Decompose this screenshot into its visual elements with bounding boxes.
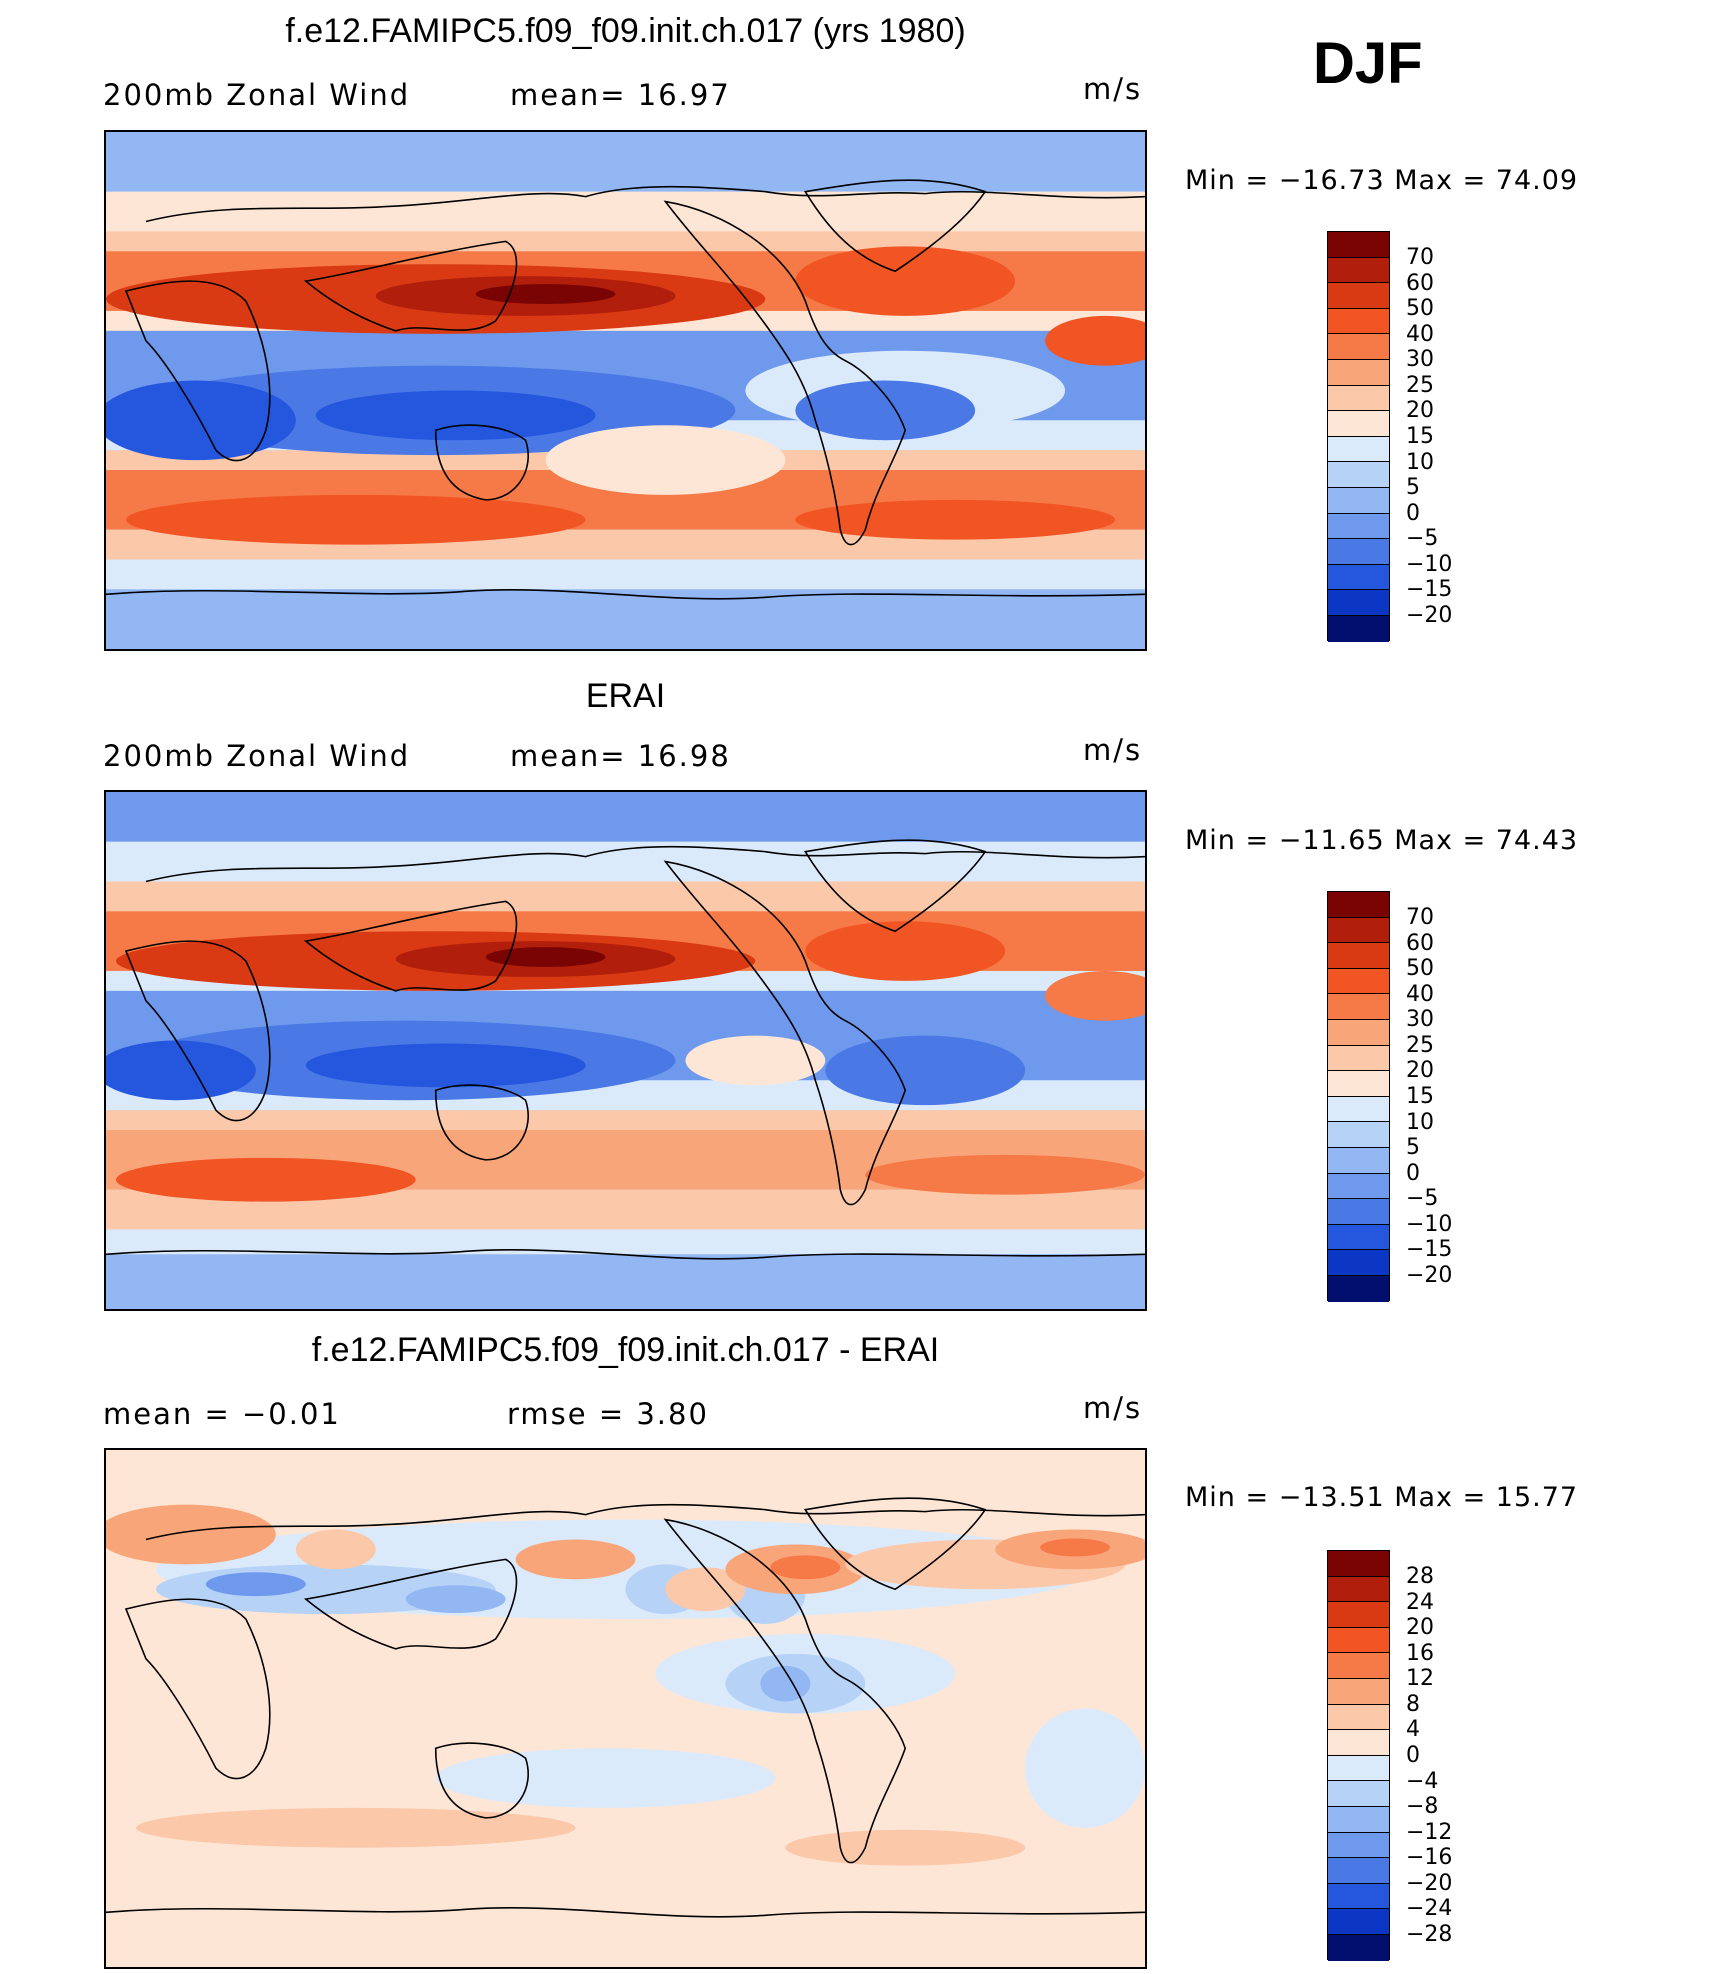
panel3-colorbar-tick: −28	[1406, 1922, 1453, 1947]
panel2-colorbar-tick: 30	[1406, 1007, 1434, 1032]
panel3-colorbar-tick: 28	[1406, 1564, 1434, 1589]
panel2-map	[104, 790, 1147, 1311]
panel1-colorbar-tick: −15	[1406, 577, 1453, 602]
panel1-variable-label: 200mb Zonal Wind	[103, 78, 411, 112]
panel1-minmax: Min = −16.73 Max = 74.09	[1185, 165, 1579, 196]
panel1-colorbar-tick: −5	[1406, 526, 1439, 551]
panel3-colorbar	[1327, 1550, 1390, 1961]
panel2-colorbar-tick: −20	[1406, 1263, 1453, 1288]
panel3-colorbar-tick: 16	[1406, 1641, 1434, 1666]
panel3-colorbar-tick: −16	[1406, 1845, 1453, 1870]
panel2-colorbar-tick: −15	[1406, 1237, 1453, 1262]
panel2-colorbar	[1327, 891, 1390, 1302]
panel2-colorbar-tick: −5	[1406, 1186, 1439, 1211]
panel2-colorbar-tick: −10	[1406, 1212, 1453, 1237]
panel1-colorbar-tick: 40	[1406, 322, 1434, 347]
panel3-contour-field	[106, 1450, 1145, 1967]
panel1-colorbar-tick: 30	[1406, 347, 1434, 372]
panel2-mean-label: mean= 16.98	[510, 739, 731, 773]
panel2-colorbar-tick: 70	[1406, 905, 1434, 930]
panel1-colorbar-tick: 0	[1406, 501, 1420, 526]
panel1-colorbar-tick: 25	[1406, 373, 1434, 398]
panel2-title: ERAI	[585, 677, 666, 715]
panel2-colorbar-tick: 10	[1406, 1110, 1434, 1135]
panel3-colorbar-tick: −24	[1406, 1896, 1453, 1921]
panel1-contour-field	[106, 132, 1145, 649]
panel3-colorbar-tick: 8	[1406, 1692, 1420, 1717]
panel3-colorbar-tick: −8	[1406, 1794, 1439, 1819]
panel2-colorbar-tick: 5	[1406, 1135, 1420, 1160]
panel3-colorbar-tick: −12	[1406, 1820, 1453, 1845]
panel3-colorbar-tick: 4	[1406, 1717, 1420, 1742]
panel1-colorbar-tick: 60	[1406, 271, 1434, 296]
panel2-minmax: Min = −11.65 Max = 74.43	[1185, 825, 1579, 856]
panel2-colorbar-tick: 0	[1406, 1161, 1420, 1186]
panel3-mean-label: mean = −0.01	[103, 1397, 341, 1431]
panel1-colorbar-tick: 70	[1406, 245, 1434, 270]
panel3-units-label: m/s	[1083, 1391, 1143, 1425]
panel1-colorbar	[1327, 231, 1390, 642]
panel2-colorbar-tick: 50	[1406, 956, 1434, 981]
panel3-colorbar-tick: −20	[1406, 1871, 1453, 1896]
panel3-title: f.e12.FAMIPC5.f09_f09.init.ch.017 - ERAI	[311, 1331, 940, 1369]
panel3-rmse-label: rmse = 3.80	[507, 1397, 709, 1431]
panel2-colorbar-tick: 15	[1406, 1084, 1434, 1109]
panel1-map	[104, 130, 1147, 651]
panel3-minmax: Min = −13.51 Max = 15.77	[1185, 1482, 1579, 1513]
panel1-colorbar-tick: 5	[1406, 475, 1420, 500]
panel2-colorbar-tick: 20	[1406, 1058, 1434, 1083]
panel3-map	[104, 1448, 1147, 1969]
panel1-colorbar-tick: −20	[1406, 603, 1453, 628]
panel1-colorbar-tick: 10	[1406, 450, 1434, 475]
panel1-title: f.e12.FAMIPC5.f09_f09.init.ch.017 (yrs 1…	[285, 12, 966, 50]
panel2-colorbar-tick: 40	[1406, 982, 1434, 1007]
panel3-colorbar-tick: 12	[1406, 1666, 1434, 1691]
panel2-units-label: m/s	[1083, 733, 1143, 767]
season-label: DJF	[1313, 31, 1423, 96]
panel3-colorbar-tick: 20	[1406, 1615, 1434, 1640]
panel2-colorbar-tick: 25	[1406, 1033, 1434, 1058]
panel1-colorbar-tick: 15	[1406, 424, 1434, 449]
panel1-colorbar-tick: −10	[1406, 552, 1453, 577]
panel1-colorbar-tick: 50	[1406, 296, 1434, 321]
panel1-units-label: m/s	[1083, 72, 1143, 106]
panel3-colorbar-tick: 0	[1406, 1743, 1420, 1768]
panel1-colorbar-tick: 20	[1406, 398, 1434, 423]
panel2-contour-field	[106, 792, 1145, 1309]
panel3-colorbar-tick: 24	[1406, 1590, 1434, 1615]
panel3-colorbar-tick: −4	[1406, 1769, 1439, 1794]
panel2-colorbar-tick: 60	[1406, 931, 1434, 956]
panel1-mean-label: mean= 16.97	[510, 78, 731, 112]
panel2-variable-label: 200mb Zonal Wind	[103, 739, 411, 773]
